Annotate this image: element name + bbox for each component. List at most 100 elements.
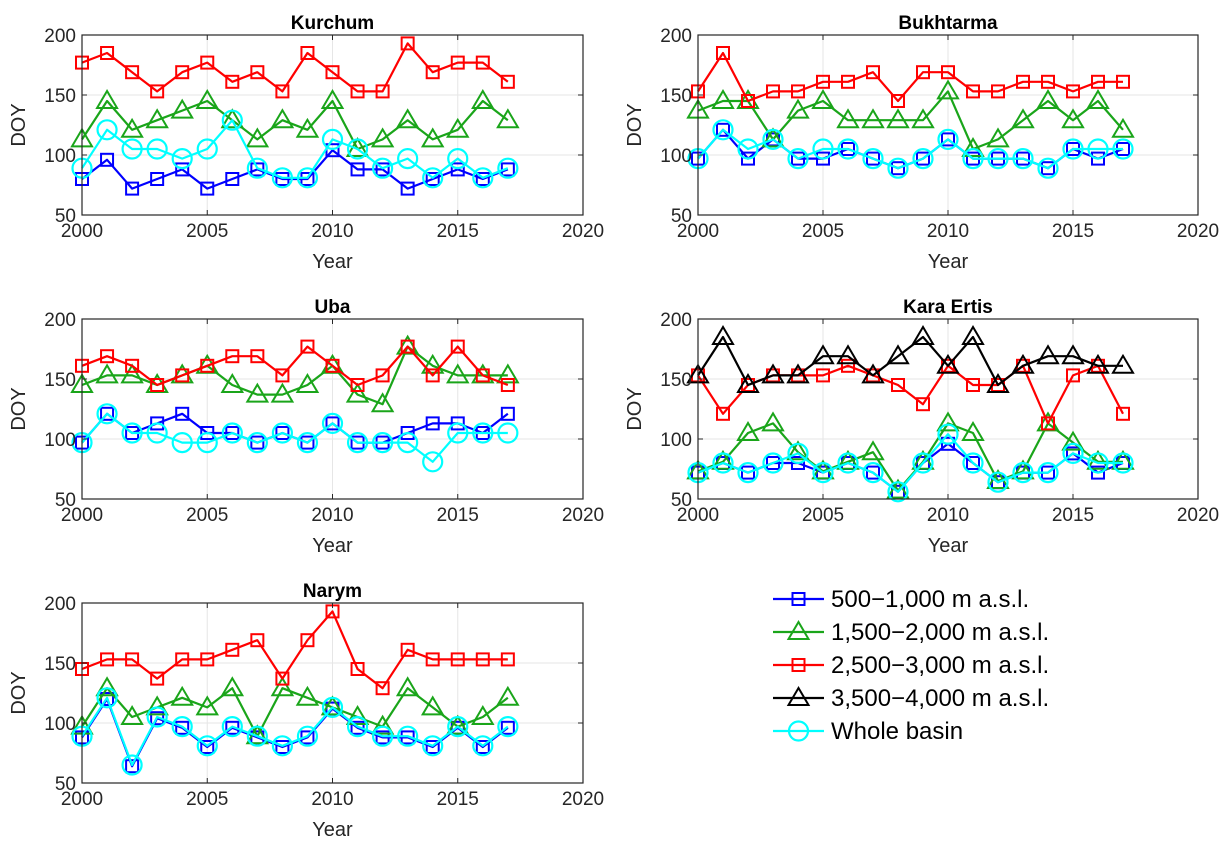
data-point xyxy=(125,65,140,80)
data-point xyxy=(712,119,734,141)
x-axis-label: Year xyxy=(312,535,353,557)
legend: 500−1,000 m a.s.l. 1,500−2,000 m a.s.l. 2,… xyxy=(773,586,1049,745)
data-point xyxy=(736,421,760,441)
data-point xyxy=(1066,368,1080,383)
x-tick-label: 2010 xyxy=(311,505,353,526)
data-point xyxy=(425,368,440,383)
legend-item-3-500-4-000-m-a-s-l: 3,500−4,000 m a.s.l. xyxy=(773,685,1049,712)
data-point xyxy=(450,416,465,431)
data-point xyxy=(375,162,390,177)
data-point xyxy=(962,452,984,474)
data-point xyxy=(100,46,115,60)
data-point xyxy=(966,456,980,470)
data-point xyxy=(120,363,144,384)
legend-marker xyxy=(786,686,811,706)
y-tick-label: 200 xyxy=(44,310,76,331)
y-tick-label: 100 xyxy=(660,146,692,167)
data-point xyxy=(372,157,394,179)
y-tick-label: 50 xyxy=(55,206,76,227)
data-point xyxy=(741,151,755,166)
data-point xyxy=(400,426,415,440)
data-point xyxy=(420,695,445,716)
data-point xyxy=(471,89,495,109)
data-point xyxy=(1012,462,1034,484)
data-point xyxy=(250,633,265,648)
data-point xyxy=(761,127,785,148)
data-point xyxy=(1112,452,1134,474)
data-point xyxy=(1091,74,1105,89)
panel-bukhtarma: 2000 2005 2010 2015 2020 50 100 150 200 Bukhtarma… xyxy=(624,13,1219,273)
data-point xyxy=(196,138,218,160)
data-point xyxy=(96,403,118,425)
data-point xyxy=(837,452,859,474)
data-point xyxy=(395,676,420,697)
series-line xyxy=(81,610,508,690)
data-point xyxy=(400,36,415,51)
data-point xyxy=(450,652,465,667)
data-point xyxy=(811,344,835,365)
data-point xyxy=(425,416,440,431)
y-tick-label: 100 xyxy=(44,146,76,167)
x-tick-label: 2010 xyxy=(311,221,353,242)
data-point xyxy=(886,344,910,365)
data-point xyxy=(716,122,730,137)
series-line xyxy=(697,335,1123,387)
data-point xyxy=(275,426,290,440)
data-point xyxy=(397,432,419,454)
x-tick-label: 2005 xyxy=(802,221,844,242)
data-point xyxy=(200,55,215,70)
data-point xyxy=(911,449,935,470)
y-tick-label: 100 xyxy=(44,430,76,451)
legend-label: 500−1,000 m a.s.l. xyxy=(831,586,1029,613)
data-point xyxy=(325,358,340,373)
data-point xyxy=(200,358,215,373)
data-point xyxy=(887,157,909,179)
data-point xyxy=(425,65,440,80)
data-point xyxy=(1066,446,1080,461)
data-point xyxy=(220,108,245,129)
data-point xyxy=(497,157,519,179)
data-point xyxy=(1111,449,1135,470)
y-tick-label: 200 xyxy=(44,594,76,615)
data-point xyxy=(246,725,268,747)
data-point xyxy=(220,373,245,393)
data-point xyxy=(225,349,240,364)
data-point xyxy=(275,740,290,754)
panel-uba: 2000 2005 2010 2015 2020 50 100 150 200 Uba Year DO… xyxy=(8,297,604,557)
data-point xyxy=(295,373,320,393)
data-point xyxy=(941,436,955,451)
data-point xyxy=(961,325,985,345)
data-point xyxy=(196,432,218,454)
data-point xyxy=(200,426,215,440)
data-point xyxy=(295,117,320,138)
data-point xyxy=(397,725,419,747)
data-point xyxy=(270,108,295,129)
data-point xyxy=(837,138,859,160)
series-1-500-2-000-m-a-s-l xyxy=(686,79,1135,157)
data-point xyxy=(275,368,290,383)
data-point xyxy=(1111,353,1135,374)
data-point xyxy=(812,138,834,160)
data-point xyxy=(836,108,860,129)
data-point xyxy=(1087,452,1109,474)
data-point xyxy=(370,392,395,413)
x-tick-label: 2000 xyxy=(61,505,103,526)
data-point xyxy=(966,84,980,99)
data-point xyxy=(496,363,520,384)
x-tick-label: 2010 xyxy=(927,221,969,242)
data-point xyxy=(175,720,190,735)
x-tick-label: 2020 xyxy=(562,789,604,810)
data-point xyxy=(195,89,219,109)
data-point xyxy=(121,138,143,160)
data-point xyxy=(497,715,519,738)
data-point xyxy=(125,181,140,196)
x-tick-label: 2005 xyxy=(186,789,228,810)
data-point xyxy=(375,681,390,696)
y-tick-label: 150 xyxy=(44,370,76,391)
series-3-500-4-000-m-a-s-l xyxy=(686,325,1135,393)
data-point xyxy=(1062,138,1084,160)
data-point xyxy=(400,339,415,354)
data-point xyxy=(812,462,834,484)
data-point xyxy=(861,440,885,461)
data-point xyxy=(1066,84,1080,99)
